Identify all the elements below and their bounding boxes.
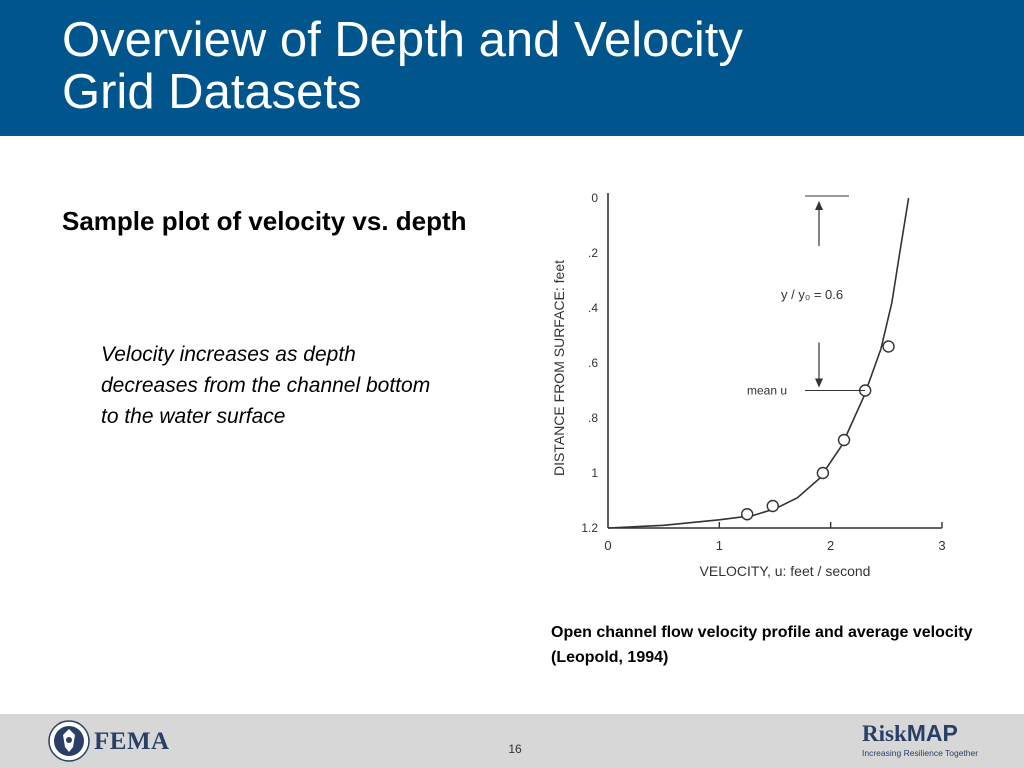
velocity-profile-chart: 0 1 2 3 0 .2 .4 .6 .8 1 1.2 VELOCITY, u: feet / sec… xyxy=(551,191,946,579)
figure-caption: Open channel flow velocity profile and a… xyxy=(551,624,973,666)
slide-title: Overview of Depth and Velocity Grid Data… xyxy=(62,13,743,119)
dhs-seal-icon xyxy=(48,720,90,762)
y-tick-label: 0 xyxy=(591,191,598,205)
page-number: 16 xyxy=(508,742,522,756)
x-tick-label: 2 xyxy=(827,538,834,553)
data-point xyxy=(882,340,895,353)
ratio-annotation: y / y₀ = 0.6 xyxy=(781,287,843,302)
lower-arrow-head xyxy=(815,378,823,388)
data-point xyxy=(837,433,851,447)
body-text: Velocity increases as depth decreases fr… xyxy=(101,343,431,428)
y-tick-label: 1.2 xyxy=(581,521,598,535)
slide-subheading: Sample plot of velocity vs. depth xyxy=(62,206,467,236)
data-point xyxy=(816,466,830,480)
mean-annotation: mean u xyxy=(747,384,787,398)
x-axis-label: VELOCITY, u: feet / second xyxy=(700,563,871,579)
x-tick-label: 1 xyxy=(716,538,723,553)
y-tick-label: .8 xyxy=(588,411,598,425)
x-tick-label: 3 xyxy=(938,538,945,553)
riskmap-logo-name: RiskMAP xyxy=(862,720,982,747)
riskmap-logo: RiskMAP Increasing Resilience Together xyxy=(862,720,982,758)
y-tick-label: .4 xyxy=(588,301,598,315)
y-tick-label: .6 xyxy=(588,356,598,370)
footer-bar xyxy=(0,714,1024,768)
velocity-profile-curve xyxy=(607,197,910,529)
riskmap-logo-part-a: Risk xyxy=(862,721,907,746)
upper-arrow-head xyxy=(815,201,823,210)
riskmap-tagline: Increasing Resilience Together xyxy=(862,748,979,758)
y-tick-label: .2 xyxy=(588,246,598,260)
data-point xyxy=(740,508,754,521)
y-tick-label: 1 xyxy=(591,466,598,480)
fema-logo: FEMA xyxy=(94,728,170,755)
y-axis-label: DISTANCE FROM SURFACE: feet xyxy=(551,260,567,476)
riskmap-logo-part-b: MAP xyxy=(906,720,958,746)
title-banner: Overview of Depth and Velocity Grid Data… xyxy=(0,0,1024,136)
data-point xyxy=(766,499,779,513)
x-tick-label: 0 xyxy=(604,538,611,553)
